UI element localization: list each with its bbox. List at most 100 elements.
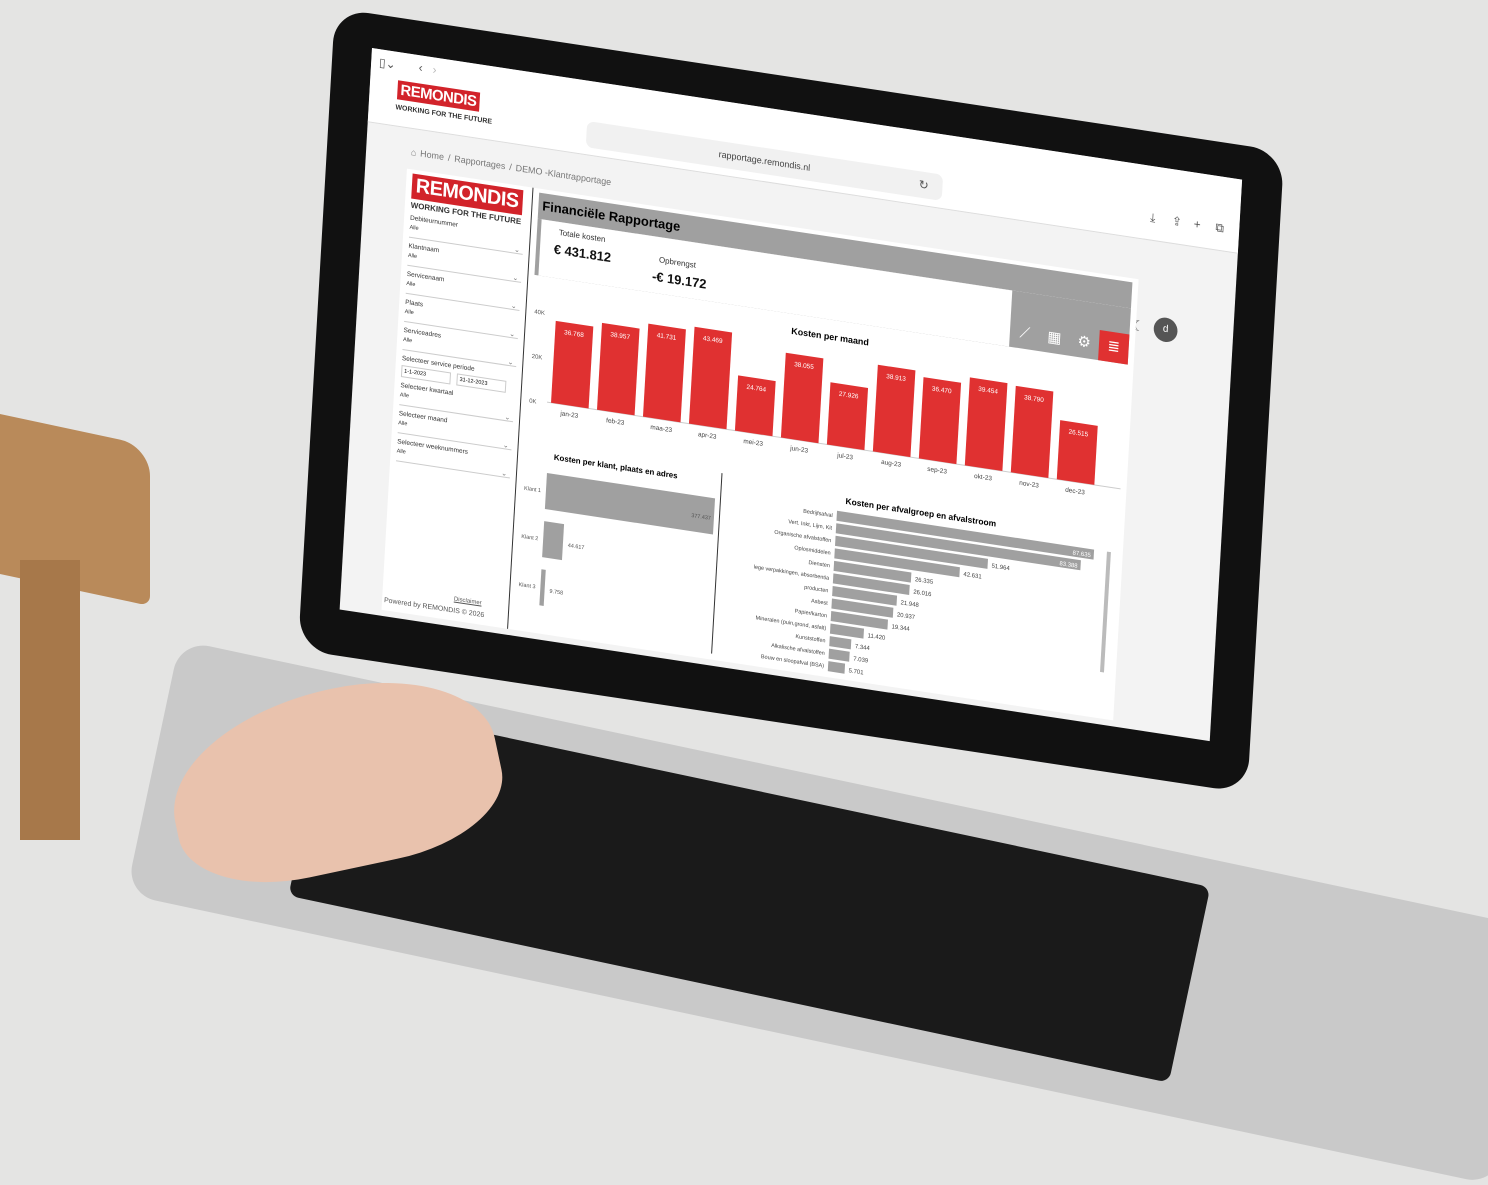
bar-9[interactable] xyxy=(829,623,865,639)
bar-jun-23[interactable] xyxy=(780,352,824,444)
x-tick-label: okt-23 xyxy=(974,473,993,483)
bar-data-label: 38.957 xyxy=(610,331,630,341)
bar-6[interactable] xyxy=(832,585,898,606)
bar-data-label: 20.937 xyxy=(897,612,916,621)
bar-data-label: 19.344 xyxy=(891,624,910,633)
breadcrumb-rapportages[interactable]: Rapportages xyxy=(454,153,506,172)
x-tick-label: jun-23 xyxy=(789,445,809,455)
bar-12[interactable] xyxy=(827,661,846,674)
filter-value: Alle xyxy=(407,252,418,261)
bar-2[interactable] xyxy=(835,535,989,569)
bar-data-label: 11.420 xyxy=(867,633,886,642)
bar-sep-23[interactable] xyxy=(918,377,962,465)
chart-title: Kosten per maand xyxy=(791,326,869,348)
x-tick-label: apr-23 xyxy=(698,431,717,441)
chevron-down-icon: ⌄ xyxy=(500,470,508,478)
x-tick-label: jan-23 xyxy=(559,410,579,420)
bar-data-label: 27.926 xyxy=(839,391,859,401)
bar-apr-23[interactable] xyxy=(688,326,733,430)
bar-okt-23[interactable] xyxy=(964,377,1008,472)
disclaimer-link[interactable]: Disclaimer xyxy=(453,596,482,607)
bar-data-label: 38.913 xyxy=(886,373,906,383)
y-tick-label: Bouw en sloopafval (BSA) xyxy=(761,654,825,670)
forward-icon[interactable]: › xyxy=(432,62,437,77)
bar-data-label: 44.617 xyxy=(568,543,585,552)
share-icon[interactable]: ⇪ xyxy=(1171,213,1183,230)
bar-Klant 2[interactable] xyxy=(542,521,565,561)
y-tick-label: Kunststoffen xyxy=(795,634,825,645)
solar-panel-icon[interactable]: ▦ xyxy=(1046,328,1062,348)
bar-data-label: 41.731 xyxy=(657,332,677,342)
address-bar[interactable]: rapportage.remondis.nl xyxy=(585,121,944,201)
bar-feb-23[interactable] xyxy=(596,322,640,416)
bar-data-label: 38.790 xyxy=(1024,394,1044,404)
reload-icon[interactable]: ↻ xyxy=(918,177,930,193)
bar-aug-23[interactable] xyxy=(872,364,916,458)
bar-3[interactable] xyxy=(834,548,960,578)
y-tick-label: 20K xyxy=(532,354,543,362)
x-tick-label: maa-23 xyxy=(650,424,673,434)
breadcrumb-current: DEMO -Klantrapportage xyxy=(515,162,612,188)
bar-4[interactable] xyxy=(833,560,912,583)
y-tick-label: producten xyxy=(804,585,828,595)
bar-data-label: 377.437 xyxy=(691,513,711,522)
bar-5[interactable] xyxy=(832,573,910,595)
bar-7[interactable] xyxy=(831,598,894,618)
bar-10[interactable] xyxy=(829,636,852,650)
bar-data-label: 83.388 xyxy=(1059,561,1078,570)
x-tick-label: mei-23 xyxy=(743,438,763,448)
download-icon[interactable]: ⤓ xyxy=(1149,210,1156,226)
bar-maa-23[interactable] xyxy=(642,323,686,423)
kpi-label-totale-kosten: Totale kosten xyxy=(558,228,606,245)
bar-jul-23[interactable] xyxy=(826,382,869,451)
kpi-label-opbrengst: Opbrengst xyxy=(658,255,697,270)
bar-0[interactable] xyxy=(836,510,1095,560)
bar-nov-23[interactable] xyxy=(1010,385,1054,478)
avatar[interactable]: d xyxy=(1153,316,1179,344)
tabs-overview-icon[interactable]: ⧉ xyxy=(1215,220,1225,236)
new-tab-icon[interactable]: + xyxy=(1193,216,1202,232)
bar-data-label: 21.948 xyxy=(900,600,919,609)
breadcrumb-home[interactable]: Home xyxy=(419,148,445,162)
bar-data-label: 42.631 xyxy=(963,572,982,581)
bar-mei-23[interactable] xyxy=(734,375,776,437)
y-tick-label: 0K xyxy=(529,398,537,405)
x-tick-label: sep-23 xyxy=(927,466,947,476)
report-main: Financiële Rapportage Totale kosten € 43… xyxy=(514,192,1138,721)
bar-Klant 3[interactable] xyxy=(539,569,546,606)
bar-1[interactable] xyxy=(835,523,1081,571)
back-icon[interactable]: ‹ xyxy=(418,60,424,75)
filter-value: Alle xyxy=(398,420,408,428)
bar-data-label: 26.016 xyxy=(913,590,932,599)
bar-data-label: 5.701 xyxy=(848,668,864,676)
y-tick-label: 40K xyxy=(534,309,545,317)
filter-value: Alle xyxy=(402,336,413,345)
bar-11[interactable] xyxy=(828,648,850,662)
chevron-down-icon: ⌄ xyxy=(507,358,514,367)
bar-data-label: 26.335 xyxy=(915,577,934,586)
bar-dec-23[interactable] xyxy=(1056,420,1098,485)
bar-jan-23[interactable] xyxy=(551,320,594,409)
bar-8[interactable] xyxy=(830,611,888,630)
scrollbar[interactable] xyxy=(1100,551,1111,673)
y-tick-label: Papier/karton xyxy=(794,609,827,620)
menu-icon[interactable]: ≣ xyxy=(1098,330,1130,365)
y-tick-label: Klant 1 xyxy=(524,486,541,495)
bar-data-label: 43.469 xyxy=(703,335,723,345)
bar-data-label: 36.768 xyxy=(564,329,584,339)
settings-icon[interactable]: ⚙ xyxy=(1076,332,1092,352)
y-tick-label: Organische afvalstoffen xyxy=(774,530,831,545)
y-tick-label: Vert. Inkt, Lijm, Kit xyxy=(788,519,833,532)
stool-leg xyxy=(20,560,80,840)
chevron-down-icon: ⌄ xyxy=(513,246,521,255)
chevron-down-icon: ⌄ xyxy=(510,302,517,311)
x-tick-label: dec-23 xyxy=(1065,487,1085,497)
bar-Klant 1[interactable] xyxy=(544,472,716,535)
bar-data-label: 39.454 xyxy=(978,386,998,396)
sidebar-toggle-icon[interactable]: ▯⌄ xyxy=(378,55,397,72)
trend-chart-icon[interactable]: ⟋ xyxy=(1019,324,1031,343)
bar-data-label: 36.470 xyxy=(932,386,952,396)
filter-value: Alle xyxy=(396,448,406,456)
bar-data-label: 9.758 xyxy=(549,589,563,597)
